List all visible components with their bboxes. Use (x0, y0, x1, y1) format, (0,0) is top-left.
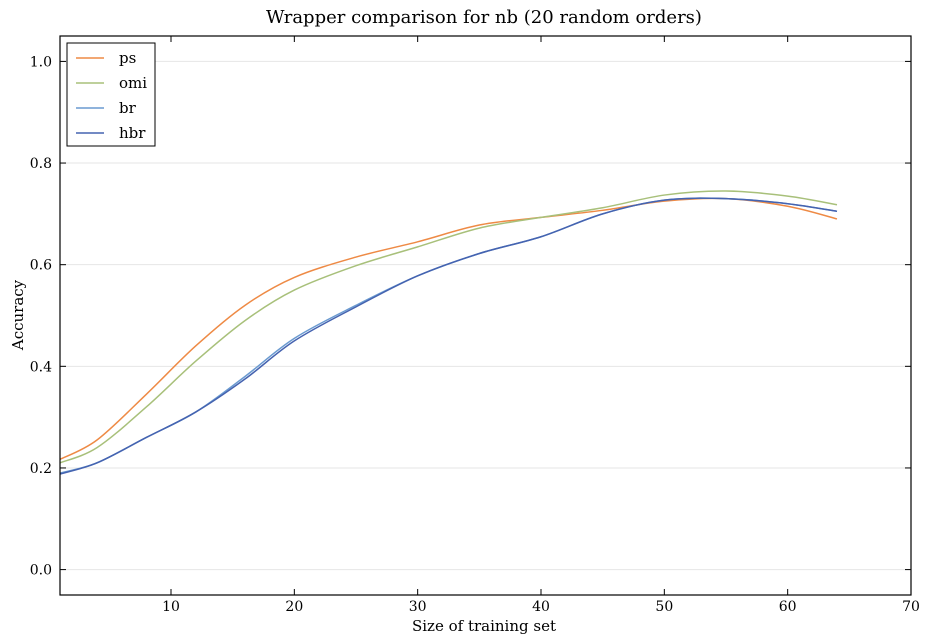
y-tick-label: 0.2 (30, 461, 52, 477)
chart-title: Wrapper comparison for nb (20 random ord… (266, 7, 702, 28)
x-tick-label: 40 (532, 599, 550, 615)
legend-label-omi: omi (119, 74, 147, 92)
legend-box (66, 42, 156, 147)
grid-lines (60, 60, 911, 571)
y-tick-label: 1.0 (30, 54, 52, 70)
plot-frame (59, 35, 912, 596)
series-line-omi (59, 190, 838, 464)
y-tick-label: 0.4 (30, 359, 52, 375)
y-tick-label: 0.0 (30, 563, 52, 579)
y-axis-label: Accuracy (9, 279, 27, 351)
legend: ps omi br hbr (66, 42, 156, 147)
x-tick-label: 20 (285, 599, 303, 615)
series-line-hbr (59, 197, 838, 475)
legend-label-ps: ps (119, 49, 136, 67)
y-tick-label: 0.6 (30, 258, 52, 274)
x-tick-label: 60 (779, 599, 797, 615)
series-lines (59, 190, 838, 475)
x-tick-label: 50 (655, 599, 673, 615)
x-axis-label: Size of training set (412, 617, 556, 635)
legend-label-br: br (119, 99, 137, 117)
legend-label-hbr: hbr (119, 124, 146, 142)
x-tick-label: 70 (902, 599, 920, 615)
x-tick-label: 30 (409, 599, 427, 615)
series-line-br (59, 197, 838, 474)
x-tick-label: 10 (162, 599, 180, 615)
y-tick-label: 0.8 (30, 156, 52, 172)
axis-ticks: 0.0 0.2 0.4 0.6 0.8 1.0 10 20 30 40 50 60 70 (30, 36, 920, 615)
